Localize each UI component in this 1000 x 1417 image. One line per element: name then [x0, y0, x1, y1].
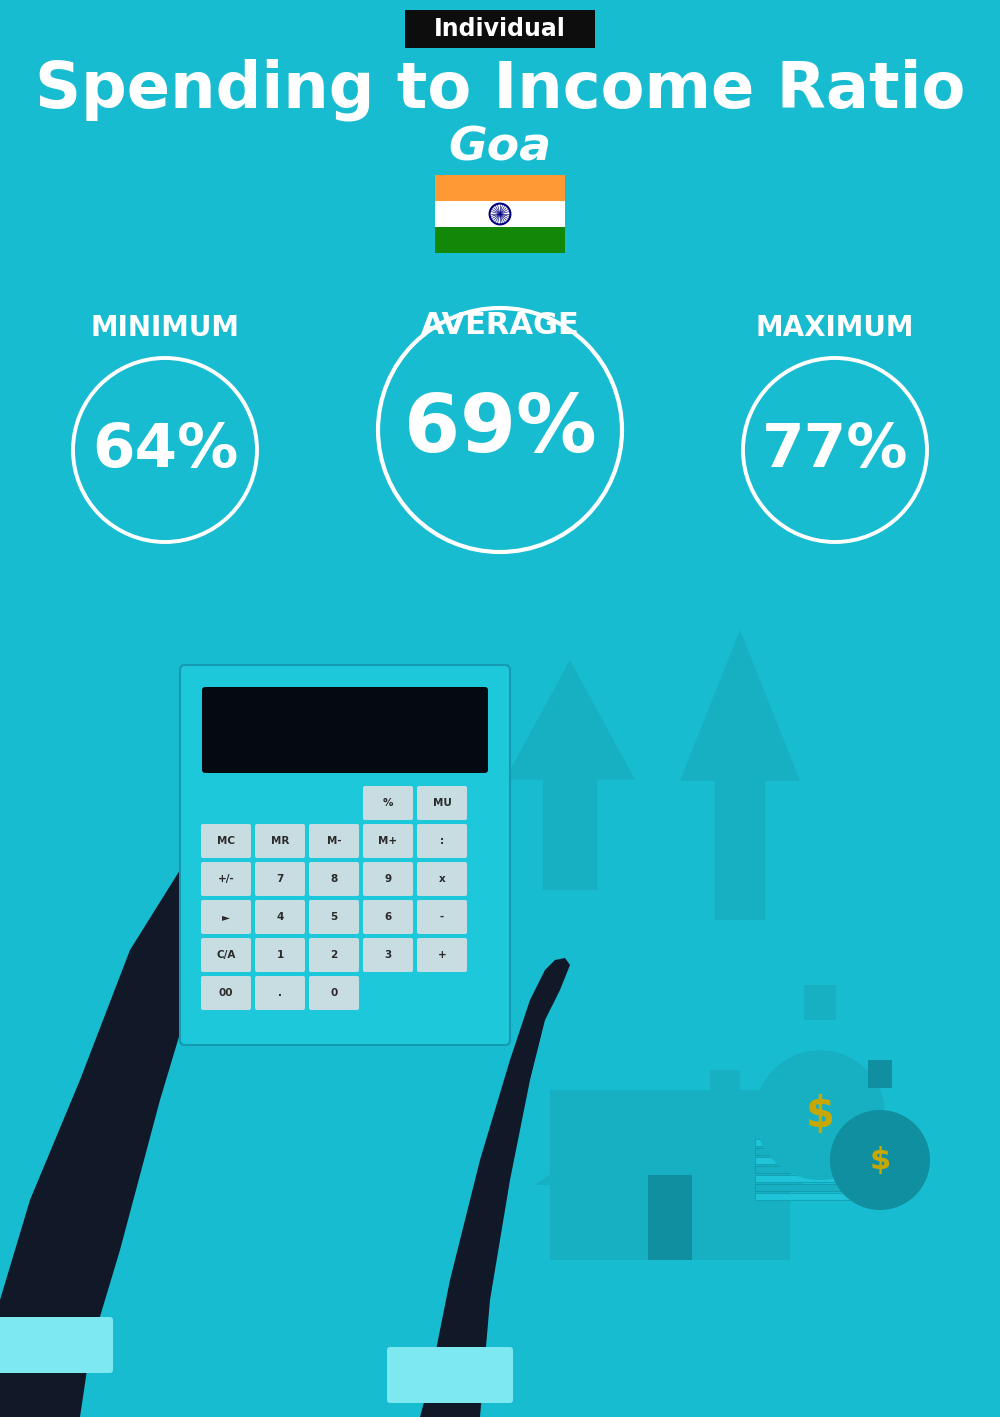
FancyBboxPatch shape — [804, 985, 836, 1020]
FancyBboxPatch shape — [710, 1070, 740, 1145]
FancyBboxPatch shape — [363, 938, 413, 972]
FancyBboxPatch shape — [309, 825, 359, 859]
Text: MU: MU — [433, 798, 451, 808]
Text: MC: MC — [217, 836, 235, 846]
Polygon shape — [0, 835, 260, 1417]
FancyBboxPatch shape — [309, 900, 359, 934]
FancyBboxPatch shape — [309, 938, 359, 972]
Text: 3: 3 — [384, 949, 392, 959]
FancyBboxPatch shape — [417, 825, 467, 859]
FancyBboxPatch shape — [417, 862, 467, 896]
Text: MAXIMUM: MAXIMUM — [756, 315, 914, 341]
FancyBboxPatch shape — [255, 976, 305, 1010]
FancyBboxPatch shape — [755, 1193, 875, 1200]
FancyBboxPatch shape — [417, 900, 467, 934]
Text: +/-: +/- — [218, 874, 234, 884]
Text: 00: 00 — [219, 988, 233, 998]
FancyBboxPatch shape — [755, 1166, 875, 1173]
Text: 8: 8 — [330, 874, 338, 884]
FancyBboxPatch shape — [435, 201, 565, 227]
FancyBboxPatch shape — [417, 786, 467, 820]
FancyBboxPatch shape — [387, 1348, 513, 1403]
Text: MR: MR — [271, 836, 289, 846]
FancyBboxPatch shape — [201, 900, 251, 934]
Polygon shape — [505, 660, 635, 890]
FancyBboxPatch shape — [755, 1175, 875, 1182]
Polygon shape — [420, 958, 570, 1417]
Text: Individual: Individual — [434, 17, 566, 41]
Text: .: . — [278, 988, 282, 998]
FancyBboxPatch shape — [363, 862, 413, 896]
Text: Goa: Goa — [448, 126, 552, 170]
FancyBboxPatch shape — [201, 976, 251, 1010]
Text: M-: M- — [327, 836, 341, 846]
Text: 6: 6 — [384, 913, 392, 922]
Text: Spending to Income Ratio: Spending to Income Ratio — [35, 58, 965, 122]
FancyBboxPatch shape — [255, 938, 305, 972]
FancyBboxPatch shape — [755, 1185, 875, 1192]
Text: 1: 1 — [276, 949, 284, 959]
FancyBboxPatch shape — [363, 900, 413, 934]
Text: +: + — [438, 949, 446, 959]
Text: M+: M+ — [378, 836, 398, 846]
FancyBboxPatch shape — [435, 176, 565, 201]
FancyBboxPatch shape — [255, 900, 305, 934]
FancyBboxPatch shape — [648, 1175, 692, 1260]
Text: $: $ — [869, 1145, 891, 1175]
Text: AVERAGE: AVERAGE — [421, 310, 579, 340]
Circle shape — [830, 1110, 930, 1210]
Text: 5: 5 — [330, 913, 338, 922]
Text: 64%: 64% — [92, 421, 238, 479]
FancyBboxPatch shape — [755, 1139, 875, 1146]
FancyBboxPatch shape — [755, 1158, 875, 1163]
Text: 0: 0 — [330, 988, 338, 998]
Text: 4: 4 — [276, 913, 284, 922]
FancyBboxPatch shape — [201, 825, 251, 859]
Polygon shape — [535, 1090, 805, 1185]
Text: -: - — [440, 913, 444, 922]
FancyBboxPatch shape — [363, 786, 413, 820]
FancyBboxPatch shape — [255, 825, 305, 859]
FancyBboxPatch shape — [868, 1060, 892, 1088]
FancyBboxPatch shape — [363, 825, 413, 859]
FancyBboxPatch shape — [255, 862, 305, 896]
Text: 2: 2 — [330, 949, 338, 959]
Text: :: : — [440, 836, 444, 846]
FancyBboxPatch shape — [435, 227, 565, 254]
FancyBboxPatch shape — [0, 1316, 113, 1373]
FancyBboxPatch shape — [201, 938, 251, 972]
Polygon shape — [680, 631, 800, 920]
FancyBboxPatch shape — [755, 1148, 875, 1155]
Text: x: x — [439, 874, 445, 884]
FancyBboxPatch shape — [550, 1090, 790, 1260]
Circle shape — [755, 1050, 885, 1180]
Text: $: $ — [806, 1094, 834, 1136]
Text: 77%: 77% — [762, 421, 908, 479]
Text: C/A: C/A — [216, 949, 236, 959]
Text: ►: ► — [222, 913, 230, 922]
Text: 69%: 69% — [404, 391, 596, 469]
Text: 9: 9 — [384, 874, 392, 884]
FancyBboxPatch shape — [309, 976, 359, 1010]
FancyBboxPatch shape — [417, 938, 467, 972]
FancyBboxPatch shape — [202, 687, 488, 774]
Text: %: % — [383, 798, 393, 808]
Text: MINIMUM: MINIMUM — [90, 315, 240, 341]
Text: 7: 7 — [276, 874, 284, 884]
FancyBboxPatch shape — [309, 862, 359, 896]
FancyBboxPatch shape — [201, 862, 251, 896]
FancyBboxPatch shape — [405, 10, 595, 48]
FancyBboxPatch shape — [180, 665, 510, 1044]
